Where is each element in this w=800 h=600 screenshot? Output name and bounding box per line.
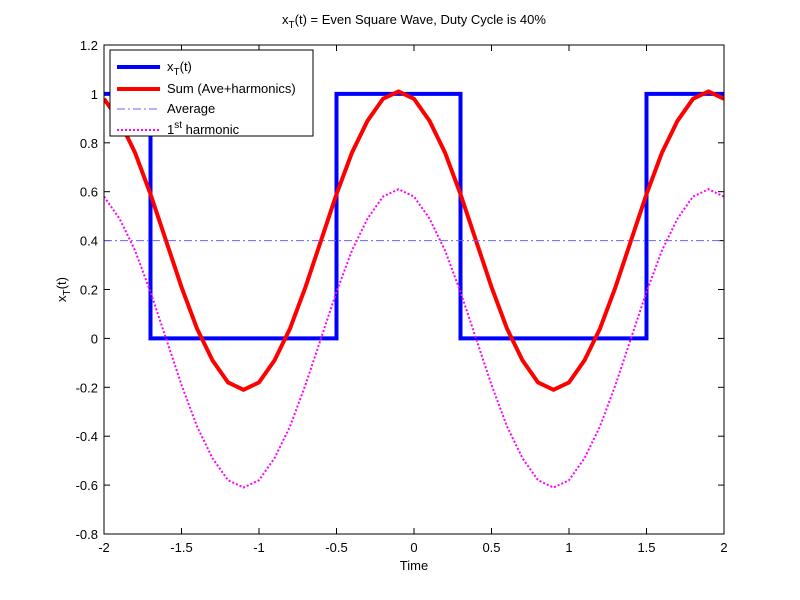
y-tick-label: -0.2	[76, 380, 98, 395]
y-tick-label: 0.2	[80, 283, 98, 298]
text-piece: T	[174, 67, 180, 78]
y-tick-label: -0.8	[76, 527, 98, 542]
y-tick-label: 0.4	[80, 234, 98, 249]
text-piece: x	[282, 12, 289, 27]
y-tick-label: -0.4	[76, 429, 98, 444]
x-tick-label: 0	[410, 540, 417, 555]
x-tick-label: 1	[565, 540, 572, 555]
series-line	[104, 188, 724, 489]
text-piece: (t)	[180, 59, 192, 74]
y-tick-label: 0.8	[80, 136, 98, 151]
x-tick-label: -1.5	[170, 540, 192, 555]
y-tick-label: 0	[91, 331, 98, 346]
x-tick-label: 0.5	[482, 540, 500, 555]
axes-box	[103, 44, 725, 535]
text-piece: x	[167, 59, 174, 74]
x-tick-label: -0.5	[325, 540, 347, 555]
x-tick-label: -1	[253, 540, 265, 555]
x-tick-label: -2	[98, 540, 110, 555]
y-tick-label: -0.6	[76, 478, 98, 493]
text-piece: T	[62, 289, 73, 295]
series-line	[104, 91, 724, 341]
y-axis-label: xT(t)	[54, 277, 73, 302]
legend-label: 1st harmonic	[167, 120, 240, 137]
legend-label: Average	[167, 101, 215, 116]
text-piece: st	[174, 120, 182, 131]
legend-label: xT(t)	[167, 59, 192, 78]
y-tick-label: 0.6	[80, 185, 98, 200]
text-piece: harmonic	[182, 122, 240, 137]
text-piece: 1	[167, 122, 174, 137]
legend-label: Sum (Ave+harmonics)	[167, 81, 296, 96]
y-tick-label: 1	[91, 87, 98, 102]
x-tick-label: 2	[720, 540, 727, 555]
series-line	[104, 89, 724, 392]
x-axis-label: Time	[400, 558, 428, 573]
legend-box	[109, 49, 314, 137]
text-piece: x	[54, 295, 69, 302]
text-piece: (t) = Even Square Wave, Duty Cycle is 40…	[295, 12, 547, 27]
x-tick-label: 1.5	[637, 540, 655, 555]
text-piece: (t)	[54, 277, 69, 289]
y-tick-label: 1.2	[80, 38, 98, 53]
chart-title: xT(t) = Even Square Wave, Duty Cycle is …	[282, 12, 546, 31]
text-piece: T	[289, 20, 295, 31]
